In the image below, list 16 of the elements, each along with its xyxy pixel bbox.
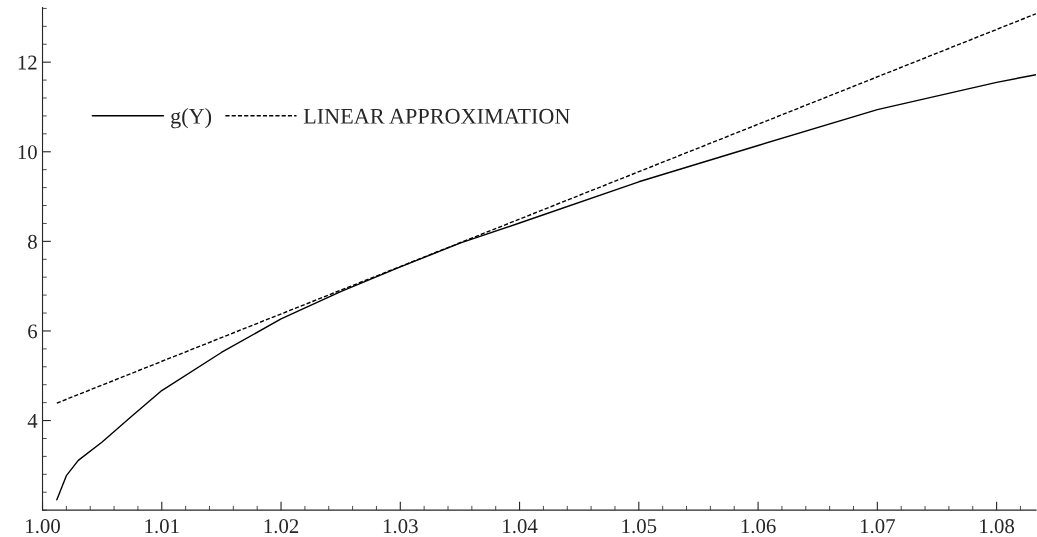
y-tick-label: 10 bbox=[18, 145, 37, 160]
y-tick-label: 8 bbox=[28, 234, 37, 249]
x-tick-label: 1.02 bbox=[264, 519, 299, 534]
legend-label: g(Y) bbox=[171, 108, 212, 129]
x-tick-label: 1.01 bbox=[145, 519, 179, 534]
legend-label: LINEAR APPROXIMATION bbox=[303, 108, 570, 124]
x-tick-label: 1.05 bbox=[622, 519, 657, 534]
x-tick-label: 1.06 bbox=[741, 519, 776, 534]
y-tick-label: 6 bbox=[28, 324, 38, 339]
x-tick-label: 1.00 bbox=[26, 519, 60, 534]
y-tick-label: 4 bbox=[27, 414, 38, 428]
x-tick-label: 1.08 bbox=[980, 519, 1015, 534]
x-tick-label: 1.03 bbox=[383, 519, 418, 534]
y-tick-label: 12 bbox=[18, 55, 37, 70]
x-tick-label: 1.04 bbox=[503, 519, 538, 534]
x-tick-label: 1.07 bbox=[860, 519, 895, 534]
